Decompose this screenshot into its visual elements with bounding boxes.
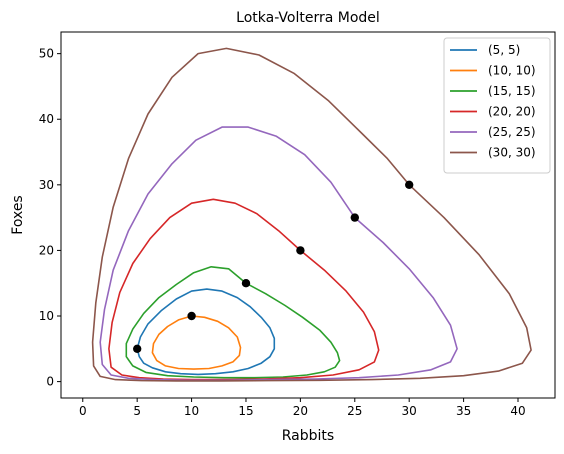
start-point-5	[350, 213, 359, 222]
legend: (5, 5) (10, 10) (15, 15) (20, 20) (25, 25) (3…	[443, 37, 551, 174]
start-point-4	[296, 246, 305, 255]
x-tick-label: 40	[510, 404, 525, 418]
y-tick-label: 30	[39, 178, 54, 192]
start-point-1	[133, 344, 142, 353]
series-line-6	[91, 47, 532, 382]
legend-label-2: (10, 10)	[488, 64, 536, 78]
series-line-1	[136, 288, 276, 376]
start-point-2	[187, 311, 196, 321]
x-tick-label: 5	[133, 404, 141, 418]
legend-box	[443, 37, 551, 174]
y-tick-label: 50	[39, 47, 54, 61]
y-tick-label: 20	[39, 243, 54, 257]
x-tick-label: 35	[456, 404, 471, 418]
start-point-6	[405, 180, 414, 189]
x-axis-label: Rabbits	[282, 428, 334, 444]
x-axis-ticks: 0 5 10 15 20 25 30 35 40	[79, 398, 526, 418]
x-tick-label: 10	[184, 404, 199, 418]
y-tick-label: 10	[39, 309, 54, 323]
curves-layer	[91, 47, 532, 382]
x-tick-label: 0	[79, 404, 87, 418]
x-tick-label: 25	[347, 404, 362, 418]
legend-label-1: (5, 5)	[488, 43, 520, 57]
y-axis-ticks: 0 10 20 30 40 50	[39, 47, 61, 389]
legend-label-3: (15, 15)	[488, 84, 536, 98]
y-tick-label: 40	[39, 112, 54, 126]
legend-label-4: (20, 20)	[488, 105, 536, 119]
start-points-layer	[133, 180, 414, 353]
series-line-5	[99, 126, 458, 382]
series-line-3	[125, 266, 341, 379]
series-line-4	[108, 198, 380, 381]
x-tick-label: 20	[293, 404, 308, 418]
legend-label-6: (30, 30)	[488, 146, 536, 160]
x-tick-label: 15	[238, 404, 253, 418]
y-tick-label: 0	[46, 375, 54, 389]
start-point-3	[241, 279, 251, 288]
chart-title: Lotka-Volterra Model	[236, 10, 380, 26]
series-line-2	[151, 315, 242, 370]
x-tick-label: 30	[402, 404, 417, 418]
legend-label-5: (25, 25)	[488, 125, 536, 139]
y-axis-label: Foxes	[10, 195, 26, 234]
plot-frame	[60, 31, 556, 399]
